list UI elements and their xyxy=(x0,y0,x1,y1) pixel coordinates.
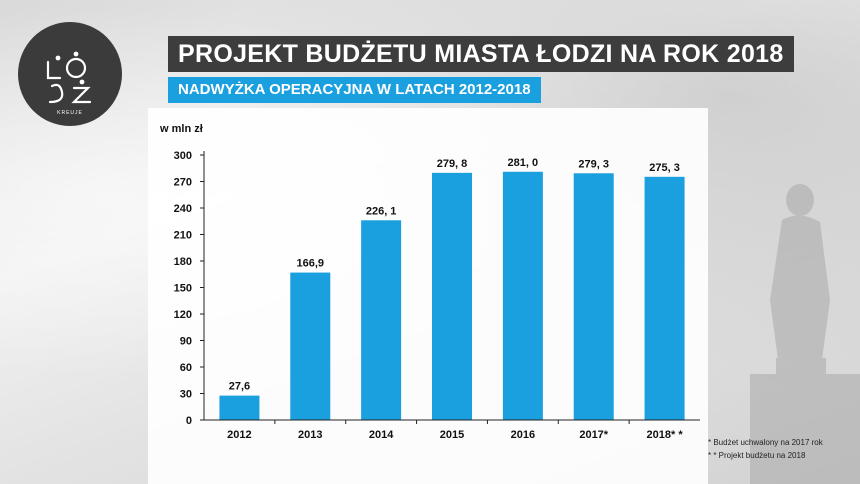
bar xyxy=(432,172,472,420)
footnote-2017: * Budżet uchwalony na 2017 rok xyxy=(708,438,823,447)
y-tick-label: 180 xyxy=(174,256,192,268)
y-tick-label: 240 xyxy=(174,203,192,215)
city-logo: KREUJE xyxy=(18,22,122,126)
bar-value-label: 279, 8 xyxy=(437,158,468,170)
y-tick-label: 60 xyxy=(180,362,192,374)
footnotes: * Budżet uchwalony na 2017 rok * * Proje… xyxy=(708,436,823,462)
y-tick-label: 300 xyxy=(174,150,192,162)
x-category-label: 2014 xyxy=(369,429,394,441)
page-title: PROJEKT BUDŻETU MIASTA ŁODZI NA ROK 2018 xyxy=(168,36,794,72)
x-category-label: 2012 xyxy=(227,429,251,441)
x-category-label: 2013 xyxy=(298,429,322,441)
bar xyxy=(502,171,543,420)
footnote-2018: * * Projekt budżetu na 2018 xyxy=(708,451,806,460)
x-category-label: 2016 xyxy=(511,429,535,441)
bar xyxy=(290,272,331,420)
bar-value-label: 27,6 xyxy=(229,381,250,393)
bar xyxy=(573,173,614,420)
lodz-logo-icon: KREUJE xyxy=(46,51,92,116)
y-tick-label: 90 xyxy=(180,336,192,348)
x-category-label: 2017* xyxy=(579,429,608,441)
chart-subtitle: NADWYŻKA OPERACYJNA W LATACH 2012-2018 xyxy=(168,77,541,103)
bar xyxy=(644,176,685,420)
bar-value-label: 275, 3 xyxy=(649,162,680,174)
bar-value-label: 281, 0 xyxy=(508,157,539,169)
y-tick-label: 210 xyxy=(174,230,192,242)
x-category-label: 2018* * xyxy=(647,429,684,441)
y-tick-label: 270 xyxy=(174,177,192,189)
logo-caption: KREUJE xyxy=(57,110,83,116)
x-category-label: 2015 xyxy=(440,429,464,441)
bar xyxy=(219,395,260,420)
chart-panel xyxy=(148,108,708,484)
bar-value-label: 166,9 xyxy=(297,258,325,270)
bar-value-label: 279, 3 xyxy=(578,158,609,170)
x-axis: 2012 2013 2014 2015 2016 2017* 2018* * xyxy=(204,419,700,441)
bar-value-label: 226, 1 xyxy=(366,205,397,217)
bar xyxy=(361,220,402,420)
y-axis: 0 30 60 90 120 150 180 210 240 270 300 xyxy=(174,150,205,427)
y-axis-label: w mln zł xyxy=(159,123,203,135)
y-tick-label: 30 xyxy=(180,389,192,401)
y-tick-label: 0 xyxy=(186,415,192,427)
bars: 27,6 166,9 226, 1 279, 8 281, 0 279, 3 275, 3 xyxy=(219,157,685,420)
statue-silhouette xyxy=(750,184,860,484)
y-tick-label: 120 xyxy=(174,309,192,321)
y-tick-label: 150 xyxy=(174,283,192,295)
